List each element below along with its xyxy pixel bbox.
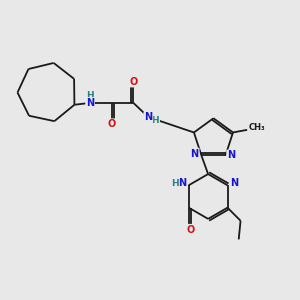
Text: N: N	[230, 178, 238, 188]
Text: N: N	[178, 178, 186, 188]
Text: N: N	[227, 150, 235, 161]
Text: N: N	[190, 148, 199, 158]
Text: H: H	[86, 91, 94, 100]
Text: N: N	[144, 112, 152, 122]
Text: H: H	[171, 179, 178, 188]
Text: CH₃: CH₃	[249, 123, 265, 132]
Text: O: O	[187, 225, 195, 235]
Text: N: N	[86, 98, 94, 108]
Text: O: O	[129, 76, 137, 87]
Text: O: O	[108, 119, 116, 129]
Text: H: H	[152, 116, 159, 124]
